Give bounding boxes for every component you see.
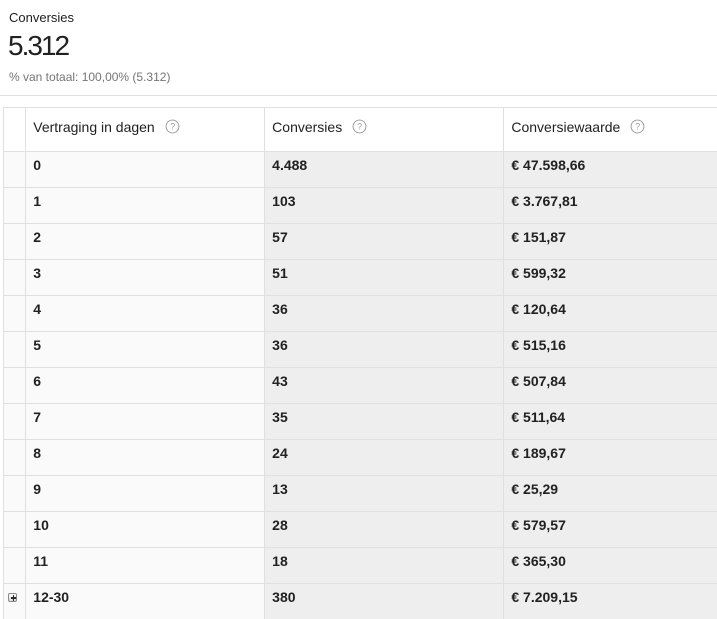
svg-text:?: ? <box>170 122 175 132</box>
svg-text:?: ? <box>635 122 640 132</box>
svg-text:?: ? <box>357 122 362 132</box>
